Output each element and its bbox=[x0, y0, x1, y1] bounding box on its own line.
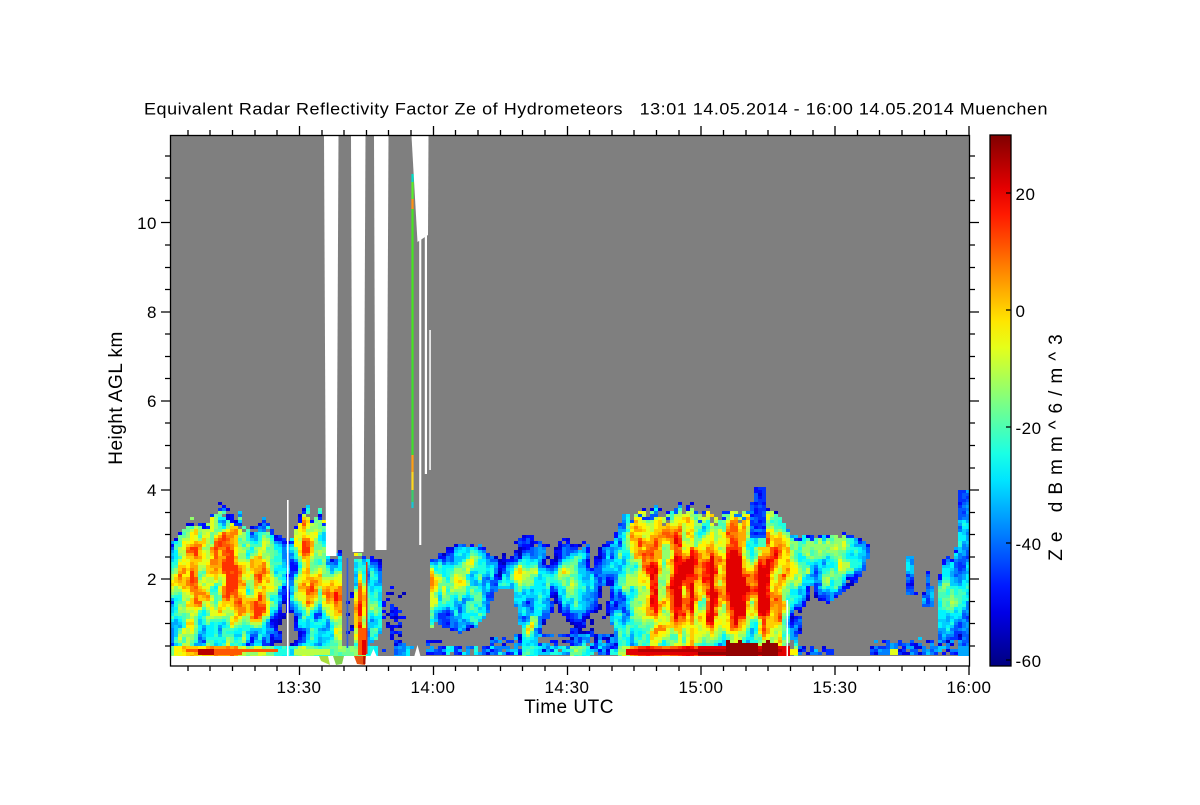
svg-text:Ze dBmm^6/m^3: Ze dBmm^6/m^3 bbox=[1046, 327, 1067, 560]
svg-text:14:30: 14:30 bbox=[544, 678, 589, 697]
svg-text:6: 6 bbox=[147, 392, 157, 411]
svg-text:-40: -40 bbox=[1016, 535, 1042, 554]
svg-text:-20: -20 bbox=[1016, 419, 1042, 438]
svg-text:Time UTC: Time UTC bbox=[524, 697, 614, 718]
svg-text:0: 0 bbox=[1016, 302, 1026, 321]
svg-text:13:30: 13:30 bbox=[276, 678, 321, 697]
svg-text:4: 4 bbox=[147, 481, 157, 500]
svg-text:10: 10 bbox=[137, 214, 157, 233]
svg-text:14:00: 14:00 bbox=[410, 678, 455, 697]
svg-text:8: 8 bbox=[147, 303, 157, 322]
svg-text:20: 20 bbox=[1016, 185, 1036, 204]
svg-text:15:00: 15:00 bbox=[678, 678, 723, 697]
svg-text:Equivalent Radar Reflectivity: Equivalent Radar Reflectivity Factor Ze … bbox=[144, 100, 1048, 119]
svg-text:Height AGL km: Height AGL km bbox=[106, 331, 127, 465]
svg-text:-60: -60 bbox=[1016, 652, 1042, 671]
svg-text:15:30: 15:30 bbox=[812, 678, 857, 697]
svg-text:16:00: 16:00 bbox=[946, 678, 991, 697]
svg-text:2: 2 bbox=[147, 570, 157, 589]
